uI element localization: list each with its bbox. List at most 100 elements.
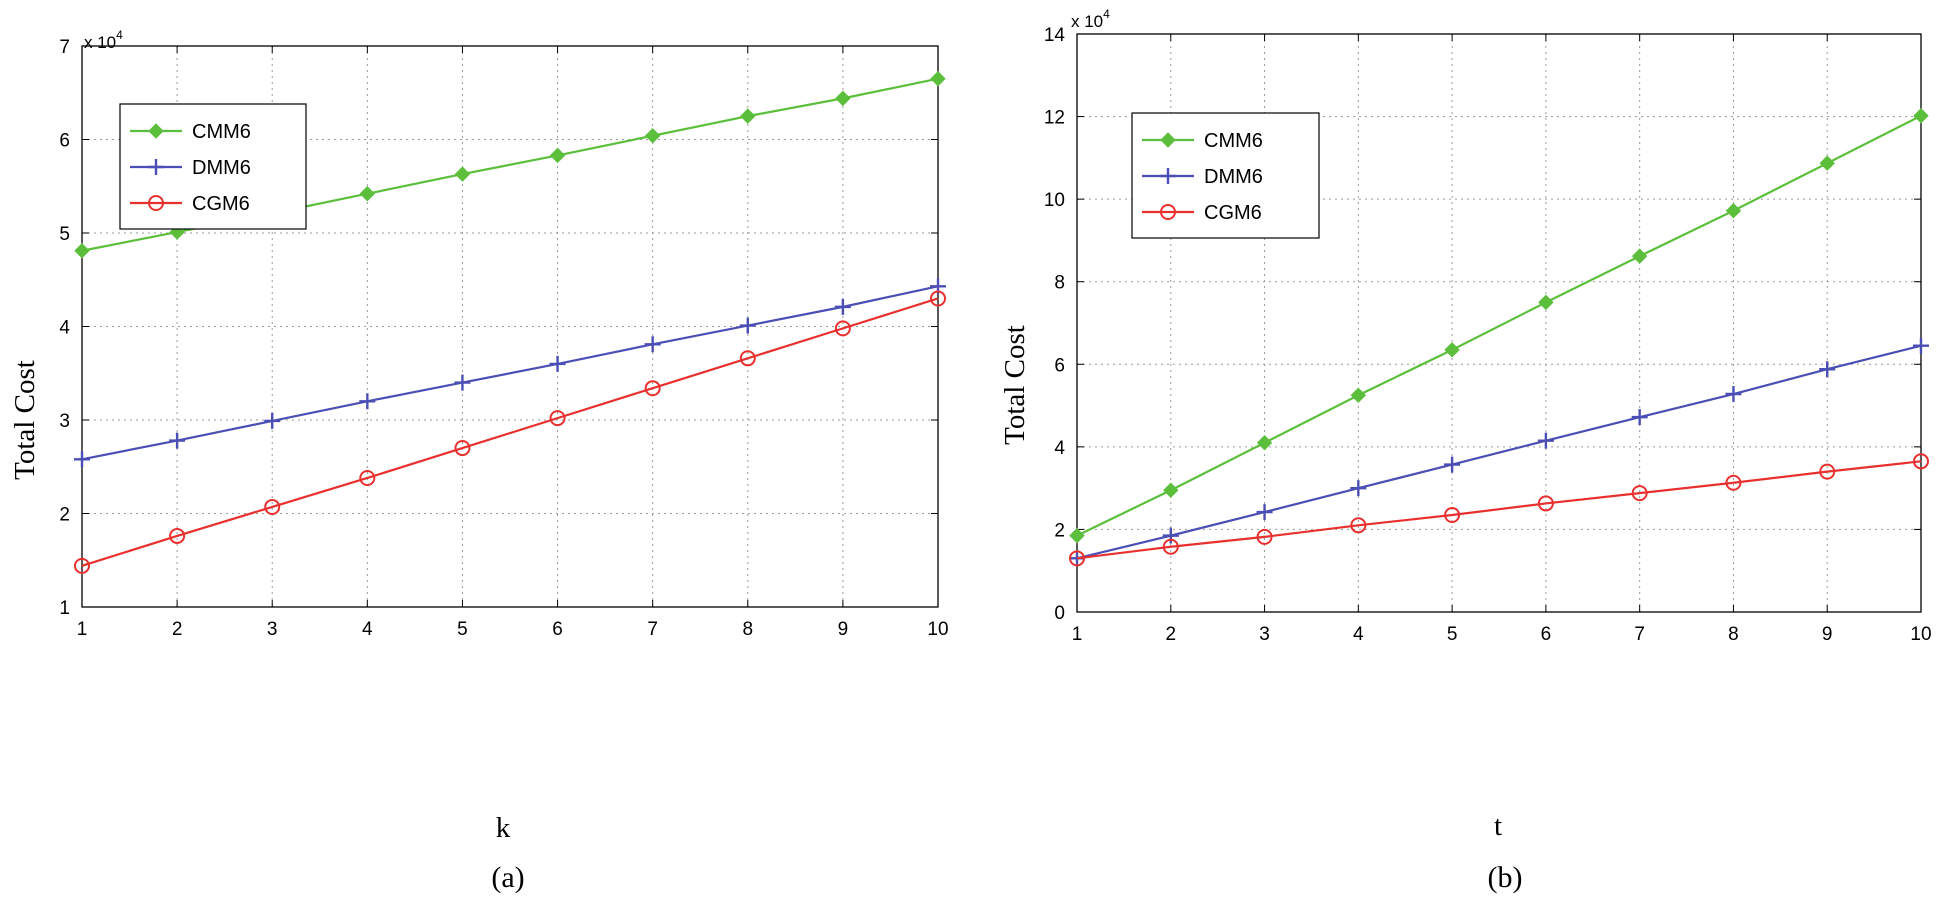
x-tick-label: 10 [927,619,948,640]
x-tick-label: 6 [1541,624,1552,645]
data-point [834,298,851,315]
data-point [359,469,376,486]
legend-marker [1160,132,1176,148]
x-tick-label: 4 [1353,624,1364,645]
data-point [739,350,756,367]
data-point [1163,482,1179,498]
data-point [454,166,471,182]
data-point [1444,456,1461,473]
y-tick-label: 3 [59,411,70,432]
plot-frame [81,45,939,608]
y-tick-label: 7 [59,37,70,58]
legend-label: CMM6 [1204,130,1263,152]
data-point [264,498,281,515]
legend-label: CGM6 [192,193,250,215]
data-point [1631,248,1648,264]
y-tick-label: 0 [1054,603,1065,624]
legend-item-cgm6: CGM6 [130,193,250,215]
data-point [1538,294,1554,311]
y-multiplier: x 104 [1071,7,1110,31]
legend: CMM6 DMM6 CGM6 [1131,112,1320,239]
y-tick-label: 10 [1044,190,1065,211]
data-point [1819,361,1836,378]
y-tick-label: 4 [59,318,70,339]
x-tick-label: 1 [1072,624,1083,645]
chart-panel-a: 1 2 3 4 5 6 7 8 9 10 1 2 3 4 5 6 7 x 104 Total Cost k (… [9,28,949,894]
y-tick-label: 14 [1044,25,1066,46]
data-point [1256,435,1273,451]
legend-item-cmm6: CMM6 [1142,130,1263,152]
data-point [1069,550,1085,567]
x-tick-label: 8 [1728,624,1739,645]
series-cgm6 [74,290,946,574]
x-tick-label: 1 [77,619,88,640]
series-cgm6 [1069,453,1929,567]
y-tick-label: 2 [1054,520,1065,541]
legend-marker [148,195,164,211]
data-point [359,186,376,202]
y-tick-label: 4 [1054,438,1065,459]
y-tick-label: 2 [59,505,70,526]
data-point [930,71,946,87]
x-tick-label: 7 [647,619,658,640]
data-point [1537,495,1554,512]
x-tick-label: 3 [1259,624,1270,645]
panel-caption: (b) [1488,861,1523,894]
series-dmm6 [74,278,946,468]
legend-label: DMM6 [1204,166,1263,188]
x-tick-label: 5 [457,619,468,640]
y-tick-label: 6 [59,131,70,152]
legend-label: DMM6 [192,157,251,179]
panel-caption: (a) [491,861,524,894]
data-point [1725,474,1742,491]
x-axis-label: t [1494,810,1502,842]
x-tick-label: 7 [1634,624,1645,645]
x-tick-label: 8 [742,619,753,640]
y-tick-label: 1 [59,598,70,619]
y-tick-label: 12 [1044,108,1065,129]
data-point [739,317,756,334]
data-point [644,380,661,397]
data-point [1913,108,1929,124]
data-point [169,432,186,449]
legend-item-dmm6: DMM6 [130,157,251,179]
data-point [264,412,281,429]
data-point [1256,528,1273,545]
axes-box [1076,33,1922,613]
legend-marker [1160,168,1176,184]
data-point [930,290,946,307]
x-tick-label: 6 [552,619,563,640]
plot-frame [1076,33,1922,613]
y-tick-label: 5 [59,224,70,245]
data-point [74,451,90,468]
x-tick-label: 2 [1165,624,1176,645]
y-axis-label: Total Cost [999,325,1031,445]
data-point [1725,386,1742,403]
legend: CMM6 DMM6 CGM6 [119,103,307,230]
data-point [1162,538,1179,555]
data-point [1819,463,1836,480]
data-point [74,557,90,574]
legend-item-dmm6: DMM6 [1142,166,1263,188]
y-multiplier: x 104 [84,28,123,52]
data-point [1444,342,1460,358]
data-point [1913,453,1929,470]
data-point [644,336,661,353]
legend-marker [148,123,164,139]
series-dmm6 [1069,337,1929,567]
x-axis-label: k [496,812,511,844]
data-point [835,90,851,107]
data-point [1913,337,1929,354]
data-point [454,440,471,457]
legend-marker [1160,204,1176,220]
data-point [1162,527,1179,544]
x-tick-label: 2 [172,619,183,640]
legend-label: CMM6 [192,121,251,143]
data-point [1631,409,1648,426]
data-point [1350,517,1367,534]
legend-label: CGM6 [1204,202,1262,224]
data-point [549,355,566,372]
data-point [740,108,756,124]
series-line [81,297,939,567]
